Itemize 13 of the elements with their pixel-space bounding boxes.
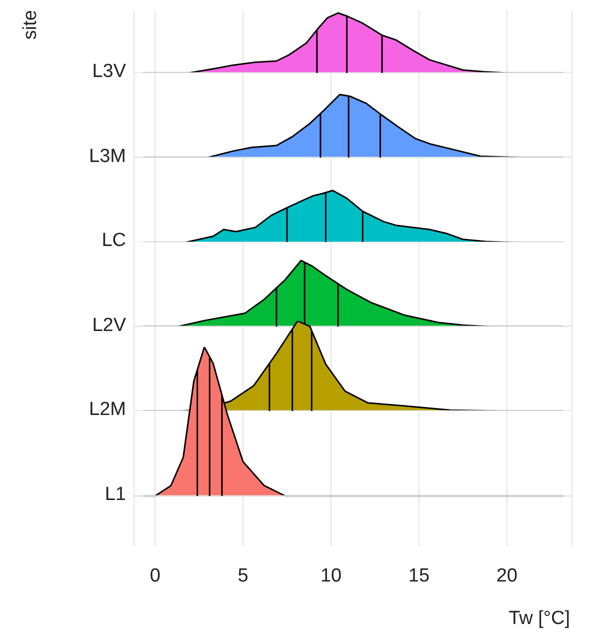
text: L2M — [89, 399, 126, 421]
text: L3V — [92, 61, 126, 83]
text: L3M — [89, 146, 126, 168]
x-tick-label: 10 — [320, 564, 342, 586]
text: L2V — [92, 314, 126, 336]
x-axis-title: Tw [°C] — [508, 608, 570, 628]
x-tick-label: 5 — [238, 564, 248, 586]
text: LC — [102, 230, 126, 252]
y-axis-title: site — [20, 10, 42, 40]
text: L1 — [104, 484, 126, 506]
x-tick-label: 15 — [408, 564, 430, 586]
x-tick-label: 0 — [150, 564, 160, 586]
x-tick-label: 20 — [496, 564, 518, 586]
